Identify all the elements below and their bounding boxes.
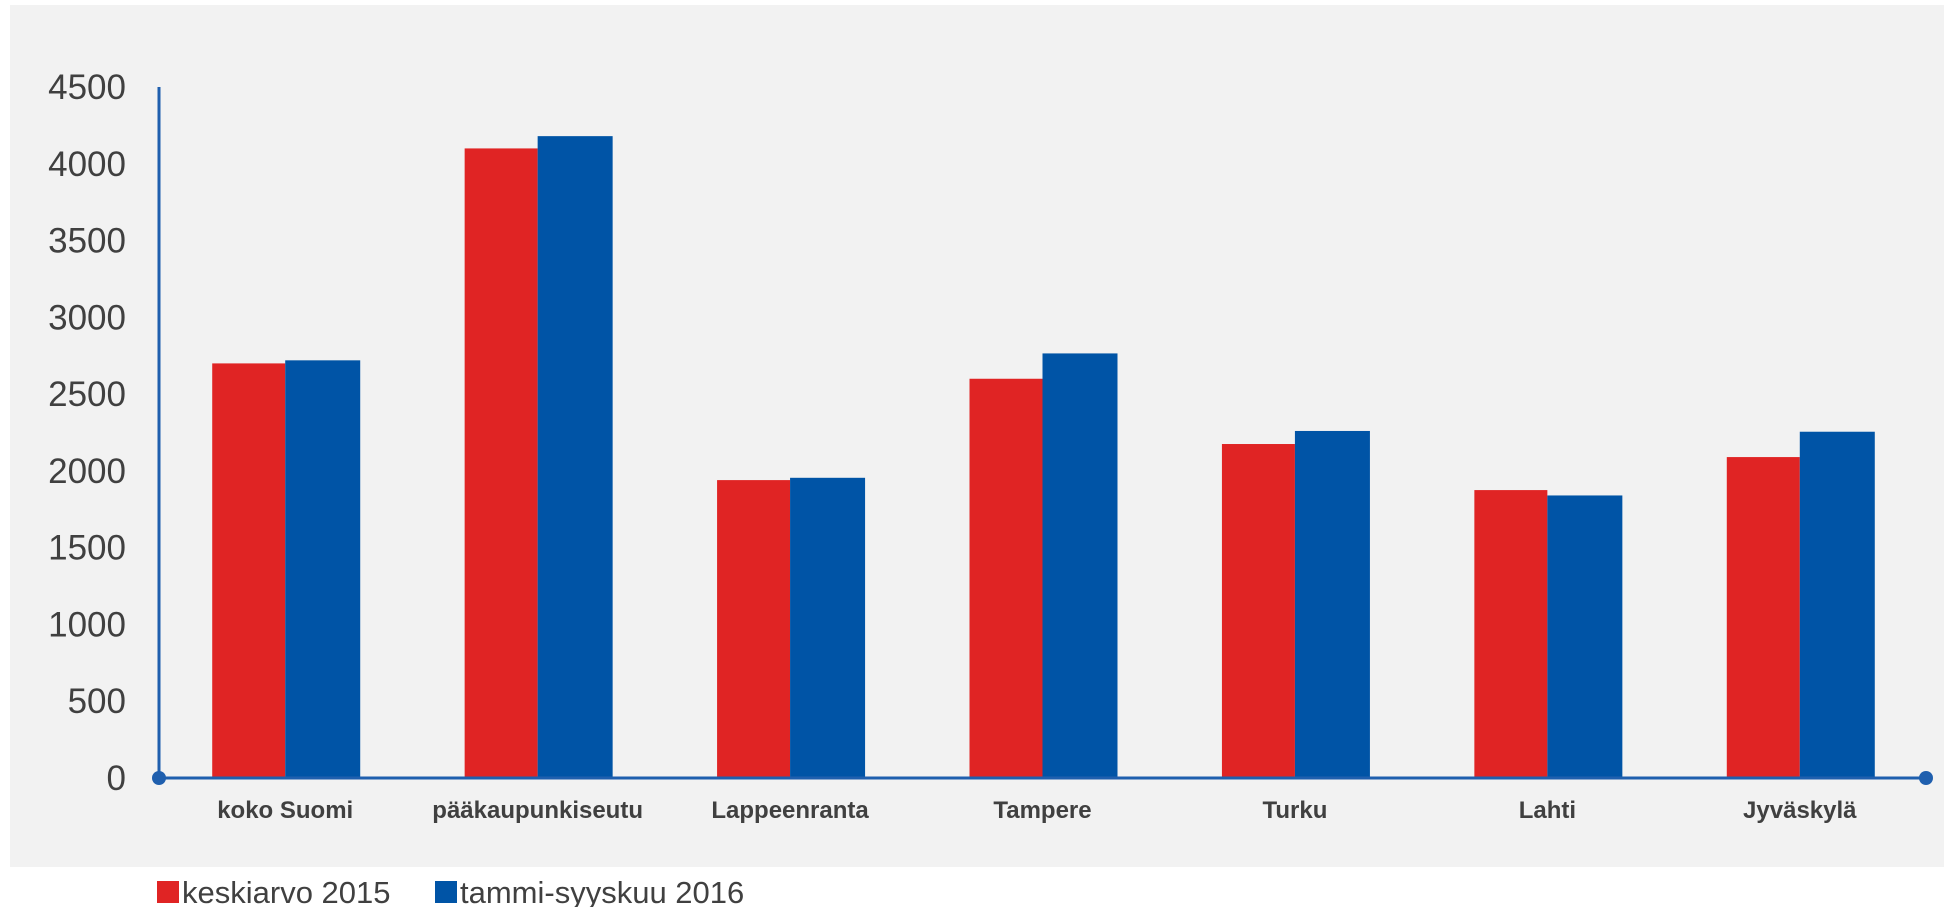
x-category-label: Tampere	[993, 797, 1091, 824]
x-axis-categories: koko Suomi pääkaupunkiseutu Lappeenranta Ta…	[217, 797, 1857, 824]
legend-label: keskiarvo 2015	[182, 875, 391, 907]
bar-keskiarvo-2015	[969, 378, 1043, 778]
bar-keskiarvo-2015	[464, 148, 538, 778]
y-tick-label: 500	[68, 682, 126, 721]
legend-swatch	[435, 881, 457, 903]
legend: keskiarvo 2015 tammi-syyskuu 2016	[157, 875, 744, 910]
y-tick-label: 3500	[48, 222, 126, 261]
y-tick-label: 3000	[48, 298, 126, 337]
x-category-label: Jyväskylä	[1743, 797, 1857, 824]
bar-tammi-syyskuu-2016	[537, 136, 613, 779]
bar-tammi-syyskuu-2016	[1294, 430, 1370, 778]
y-tick-label: 2000	[48, 452, 126, 491]
y-tick-label: 2500	[48, 375, 126, 414]
x-category-label: Lahti	[1519, 797, 1576, 824]
y-tick-label: 4500	[48, 68, 126, 107]
x-category-label: koko Suomi	[217, 797, 353, 824]
x-category-label: Lappeenranta	[711, 797, 869, 824]
x-axis-end-marker	[1919, 771, 1933, 785]
x-category-label: Turku	[1262, 797, 1327, 824]
bar-keskiarvo-2015	[1474, 490, 1548, 778]
bar-tammi-syyskuu-2016	[1799, 431, 1875, 778]
bar-tammi-syyskuu-2016	[1547, 495, 1623, 778]
bars	[212, 136, 1875, 779]
x-axis-start-marker	[152, 771, 166, 785]
y-tick-label: 0	[107, 759, 126, 798]
bar-tammi-syyskuu-2016	[285, 360, 361, 778]
bar-tammi-syyskuu-2016	[790, 477, 866, 778]
y-tick-label: 1500	[48, 529, 126, 568]
legend-swatch	[157, 881, 179, 903]
bar-tammi-syyskuu-2016	[1042, 353, 1118, 778]
bar-keskiarvo-2015	[717, 480, 791, 778]
y-axis-ticks: 0 500 1000 1500 2000 2500 3000 3500 4000 4500	[48, 68, 126, 798]
y-tick-label: 4000	[48, 145, 126, 184]
bar-keskiarvo-2015	[212, 363, 286, 778]
x-category-label: pääkaupunkiseutu	[432, 797, 643, 824]
y-tick-label: 1000	[48, 605, 126, 644]
axes	[152, 87, 1933, 785]
bar-keskiarvo-2015	[1726, 457, 1800, 778]
legend-label: tammi-syyskuu 2016	[460, 875, 744, 907]
bar-keskiarvo-2015	[1221, 444, 1295, 778]
